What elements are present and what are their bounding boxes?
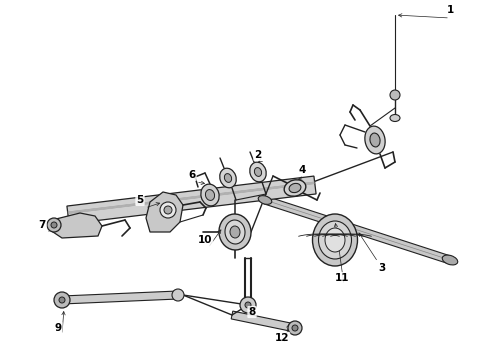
Text: 1: 1: [446, 5, 454, 15]
Circle shape: [59, 297, 65, 303]
Ellipse shape: [284, 180, 306, 196]
Circle shape: [47, 218, 61, 232]
Ellipse shape: [201, 184, 219, 206]
Polygon shape: [264, 196, 451, 264]
Text: 12: 12: [275, 333, 289, 343]
Ellipse shape: [325, 228, 345, 252]
Polygon shape: [146, 192, 183, 232]
Ellipse shape: [442, 255, 458, 265]
Ellipse shape: [370, 133, 380, 147]
Circle shape: [292, 325, 298, 331]
Ellipse shape: [224, 174, 232, 183]
Ellipse shape: [318, 221, 351, 259]
Circle shape: [172, 289, 184, 301]
Ellipse shape: [258, 195, 272, 204]
Circle shape: [245, 302, 251, 308]
Ellipse shape: [225, 220, 245, 244]
Circle shape: [390, 90, 400, 100]
Text: 5: 5: [136, 195, 144, 205]
Text: 10: 10: [198, 235, 212, 245]
Ellipse shape: [390, 114, 400, 122]
Text: 6: 6: [188, 170, 196, 180]
Text: 3: 3: [378, 263, 386, 273]
Ellipse shape: [219, 214, 251, 250]
Circle shape: [160, 202, 176, 218]
Circle shape: [164, 206, 172, 214]
Ellipse shape: [250, 162, 266, 182]
Polygon shape: [231, 311, 296, 332]
Text: 8: 8: [248, 307, 256, 317]
Ellipse shape: [313, 214, 358, 266]
Circle shape: [240, 297, 256, 313]
Polygon shape: [50, 213, 102, 238]
Polygon shape: [62, 291, 178, 304]
Text: 7: 7: [38, 220, 46, 230]
Ellipse shape: [365, 126, 385, 154]
Circle shape: [54, 292, 70, 308]
Ellipse shape: [230, 226, 240, 238]
Text: 9: 9: [54, 323, 62, 333]
Ellipse shape: [220, 168, 236, 188]
Polygon shape: [67, 176, 316, 224]
Circle shape: [51, 222, 57, 228]
Text: 11: 11: [335, 273, 349, 283]
Ellipse shape: [254, 168, 262, 176]
Circle shape: [288, 321, 302, 335]
Ellipse shape: [289, 183, 301, 193]
Text: 2: 2: [254, 150, 262, 160]
Text: 4: 4: [298, 165, 306, 175]
Ellipse shape: [205, 190, 215, 201]
